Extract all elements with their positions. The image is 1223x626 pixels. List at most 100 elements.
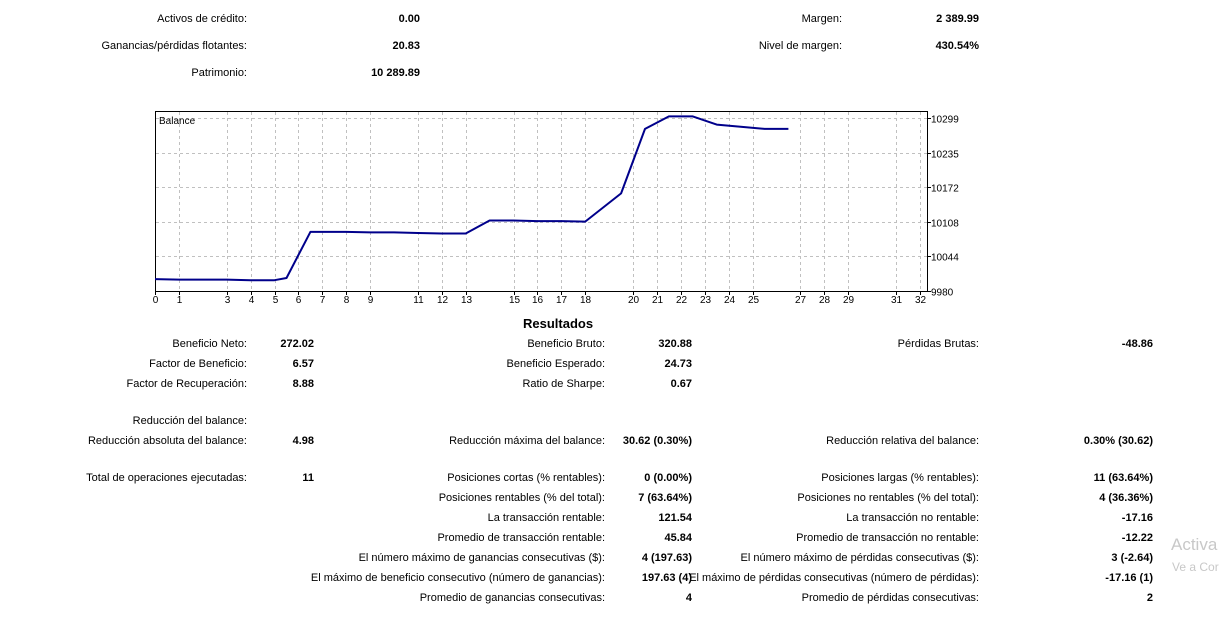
margin-level-label: Nivel de margen:: [758, 40, 842, 52]
expected-payoff-label: Beneficio Esperado:: [506, 358, 605, 370]
chart-title: Balance: [159, 116, 196, 127]
loss-trades-label: Posiciones no rentables (% del total):: [797, 492, 979, 504]
x-tick-label: 31: [891, 295, 903, 306]
gross-profit-label: Beneficio Bruto:: [527, 338, 605, 350]
floating-pl-label: Ganancias/pérdidas flotantes:: [101, 40, 247, 52]
credit-value: 0.00: [398, 13, 420, 25]
profit-factor-value: 6.57: [292, 358, 314, 370]
recovery-factor-value: 8.88: [292, 378, 314, 390]
net-profit-label: Beneficio Neto:: [172, 338, 247, 350]
activation-watermark-subtitle: Ve a Cor: [1172, 560, 1219, 574]
y-tick-label: 10108: [931, 219, 959, 230]
x-tick-label: 11: [413, 295, 424, 306]
short-positions-value: 0 (0.00%): [644, 472, 692, 484]
x-tick-label: 3: [225, 295, 231, 306]
max-consecutive-losses-label: El número máximo de pérdidas consecutiva…: [740, 552, 979, 564]
x-tick-label: 9: [368, 295, 374, 306]
x-tick-label: 20: [628, 295, 640, 306]
x-tick-label: 23: [700, 295, 712, 306]
x-tick-label: 8: [344, 295, 350, 306]
sharpe-label: Ratio de Sharpe:: [522, 378, 605, 390]
x-tick-label: 18: [580, 295, 592, 306]
x-tick-label: 32: [915, 295, 927, 306]
equity-label: Patrimonio:: [191, 67, 247, 79]
credit-label: Activos de crédito:: [157, 13, 247, 25]
x-tick-label: 29: [843, 295, 855, 306]
x-tick-label: 7: [320, 295, 326, 306]
floating-pl-value: 20.83: [392, 40, 420, 52]
gross-loss-value: -48.86: [1121, 338, 1153, 350]
max-consecutive-losses-value: 3 (-2.64): [1111, 552, 1153, 564]
x-tick-label: 6: [296, 295, 302, 306]
max-consecutive-loss-value: -17.16 (1): [1105, 572, 1153, 584]
x-tick-label: 0: [153, 295, 159, 306]
long-positions-label: Posiciones largas (% rentables):: [821, 472, 979, 484]
abs-drawdown-label: Reducción absoluta del balance:: [87, 435, 247, 447]
expected-payoff-value: 24.73: [664, 358, 692, 370]
x-tick-label: 17: [556, 295, 568, 306]
avg-profit-label: Promedio de transacción rentable:: [437, 532, 605, 544]
max-consecutive-profit-label: El máximo de beneficio consecutivo (núme…: [310, 572, 605, 584]
largest-profit-label: La transacción rentable:: [487, 512, 605, 524]
x-tick-label: 15: [509, 295, 521, 306]
max-drawdown-label: Reducción máxima del balance:: [449, 435, 605, 447]
gross-loss-label: Pérdidas Brutas:: [897, 338, 979, 350]
avg-consecutive-losses-label: Promedio de pérdidas consecutivas:: [801, 592, 979, 604]
net-profit-value: 272.02: [280, 338, 314, 350]
gross-profit-value: 320.88: [658, 338, 692, 350]
balance-chart: 0 1 3 4 5 6 7 8 9 11 12 13 15 16 17 18 20 21 22 23 24 25 27 28 2…: [153, 111, 959, 306]
largest-loss-label: La transacción no rentable:: [846, 512, 979, 524]
results-title: Resultados: [523, 316, 594, 331]
x-tick-label: 16: [532, 295, 544, 306]
x-tick-label: 1: [177, 295, 183, 306]
x-tick-label: 24: [724, 295, 736, 306]
y-tick-label: 10044: [931, 253, 959, 264]
rel-drawdown-value: 0.30% (30.62): [1083, 435, 1153, 447]
max-drawdown-value: 30.62 (0.30%): [622, 435, 692, 447]
activation-watermark-title: Activa: [1171, 535, 1218, 554]
profit-trades-label: Posiciones rentables (% del total):: [438, 492, 605, 504]
x-tick-label: 13: [461, 295, 473, 306]
y-tick-label: 10235: [931, 150, 959, 161]
max-consecutive-wins-value: 4 (197.63): [641, 552, 692, 564]
max-consecutive-profit-value: 197.63 (4): [641, 572, 692, 584]
x-tick-label: 4: [249, 295, 255, 306]
x-tick-label: 5: [273, 295, 279, 306]
avg-loss-label: Promedio de transacción no rentable:: [796, 532, 979, 544]
avg-consecutive-losses-value: 2: [1146, 592, 1153, 604]
equity-value: 10 289.89: [371, 67, 420, 79]
y-tick-label: 10299: [931, 115, 959, 126]
total-trades-value: 11: [302, 472, 314, 484]
margin-level-value: 430.54%: [935, 40, 979, 52]
y-tick-label: 10172: [931, 184, 959, 195]
max-consecutive-wins-label: El número máximo de ganancias consecutiv…: [358, 552, 605, 564]
x-tick-label: 27: [795, 295, 807, 306]
avg-consecutive-wins-value: 4: [685, 592, 692, 604]
profit-factor-label: Factor de Beneficio:: [149, 358, 247, 370]
rel-drawdown-label: Reducción relativa del balance:: [826, 435, 979, 447]
abs-drawdown-value: 4.98: [292, 435, 314, 447]
margin-value: 2 389.99: [936, 13, 979, 25]
profit-trades-value: 7 (63.64%): [638, 492, 692, 504]
avg-consecutive-wins-label: Promedio de ganancias consecutivas:: [419, 592, 605, 604]
x-tick-label: 21: [652, 295, 664, 306]
avg-loss-value: -12.22: [1121, 532, 1153, 544]
total-trades-label: Total de operaciones ejecutadas:: [86, 472, 247, 484]
chart-plot-area: [155, 111, 928, 292]
x-tick-label: 22: [676, 295, 688, 306]
avg-profit-value: 45.84: [664, 532, 692, 544]
long-positions-value: 11 (63.64%): [1093, 472, 1153, 484]
margin-label: Margen:: [801, 13, 842, 25]
y-tick-label: 9980: [931, 288, 954, 299]
max-consecutive-loss-label: El máximo de pérdidas consecutivas (núme…: [689, 572, 979, 584]
loss-trades-value: 4 (36.36%): [1099, 492, 1153, 504]
x-tick-label: 25: [748, 295, 760, 306]
largest-profit-value: 121.54: [658, 512, 692, 524]
largest-loss-value: -17.16: [1121, 512, 1153, 524]
recovery-factor-label: Factor de Recuperación:: [126, 378, 247, 390]
drawdown-header: Reducción del balance:: [132, 415, 247, 427]
x-tick-label: 28: [819, 295, 831, 306]
balance-line: [154, 115, 789, 282]
short-positions-label: Posiciones cortas (% rentables):: [447, 472, 605, 484]
x-tick-label: 12: [437, 295, 449, 306]
